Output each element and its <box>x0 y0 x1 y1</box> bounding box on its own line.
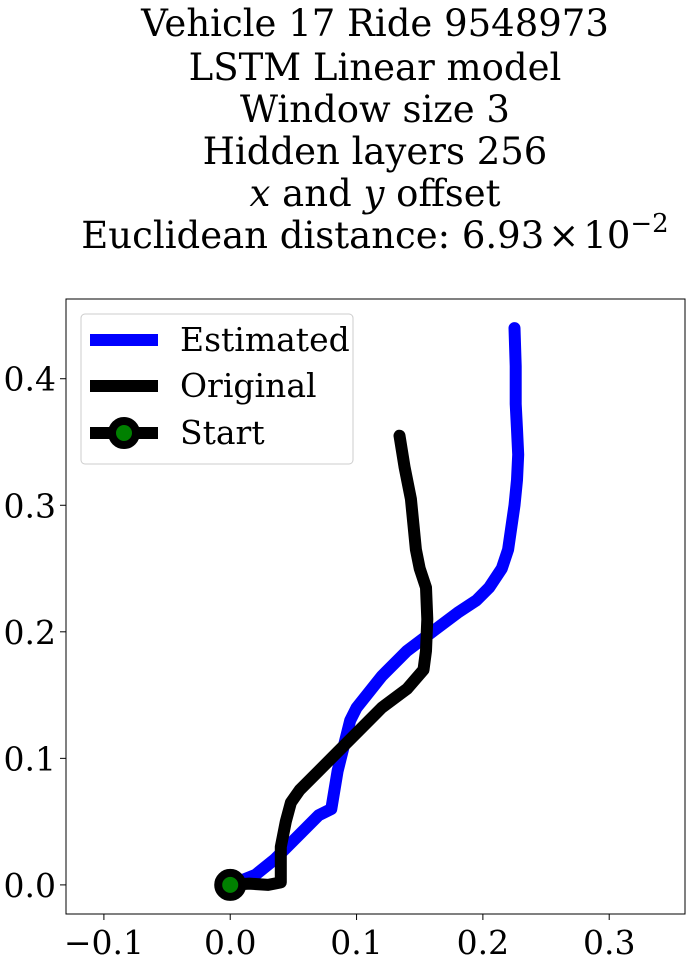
legend-label-estimated: Estimated <box>180 320 350 359</box>
marker-layer <box>214 868 247 901</box>
chart-title: Vehicle 17 Ride 9548973 LSTM Linear mode… <box>81 2 668 257</box>
x-tick-label: −0.1 <box>64 923 144 962</box>
legend-label-start: Start <box>180 413 265 452</box>
y-axis: 0.0 0.1 0.2 0.3 0.4 <box>4 360 66 905</box>
title-line-5: x and y offset <box>250 172 501 215</box>
legend-label-original: Original <box>180 366 317 405</box>
y-tick-label: 0.3 <box>4 486 56 525</box>
y-tick-label: 0.0 <box>4 866 56 905</box>
series-line-estimated <box>224 322 525 891</box>
x-tick-label: 0.3 <box>583 923 635 962</box>
start-marker <box>214 868 247 901</box>
x-tick-label: 0.0 <box>204 923 256 962</box>
legend: Estimated Original Start <box>80 313 354 465</box>
title-line-1: Vehicle 17 Ride 9548973 <box>140 2 609 45</box>
x-tick-label: 0.1 <box>330 923 382 962</box>
plot-frame <box>65 298 686 915</box>
title-line-3: Window size 3 <box>240 88 510 131</box>
y-tick-label: 0.2 <box>4 613 56 652</box>
x-axis: −0.1 0.0 0.1 0.2 0.3 <box>64 914 635 962</box>
title-line-6: Euclidean distance: 6.93 × 10−2 <box>81 209 668 257</box>
y-tick-label: 0.1 <box>4 739 56 778</box>
title-line-2: LSTM Linear model <box>189 46 562 89</box>
legend-marker-start <box>108 417 140 449</box>
title-line-4: Hidden layers 256 <box>203 130 548 173</box>
series-layer <box>224 322 525 891</box>
x-tick-label: 0.2 <box>457 923 509 962</box>
series-line-original <box>224 429 434 891</box>
y-tick-label: 0.4 <box>4 360 56 399</box>
legend-box <box>80 313 354 465</box>
